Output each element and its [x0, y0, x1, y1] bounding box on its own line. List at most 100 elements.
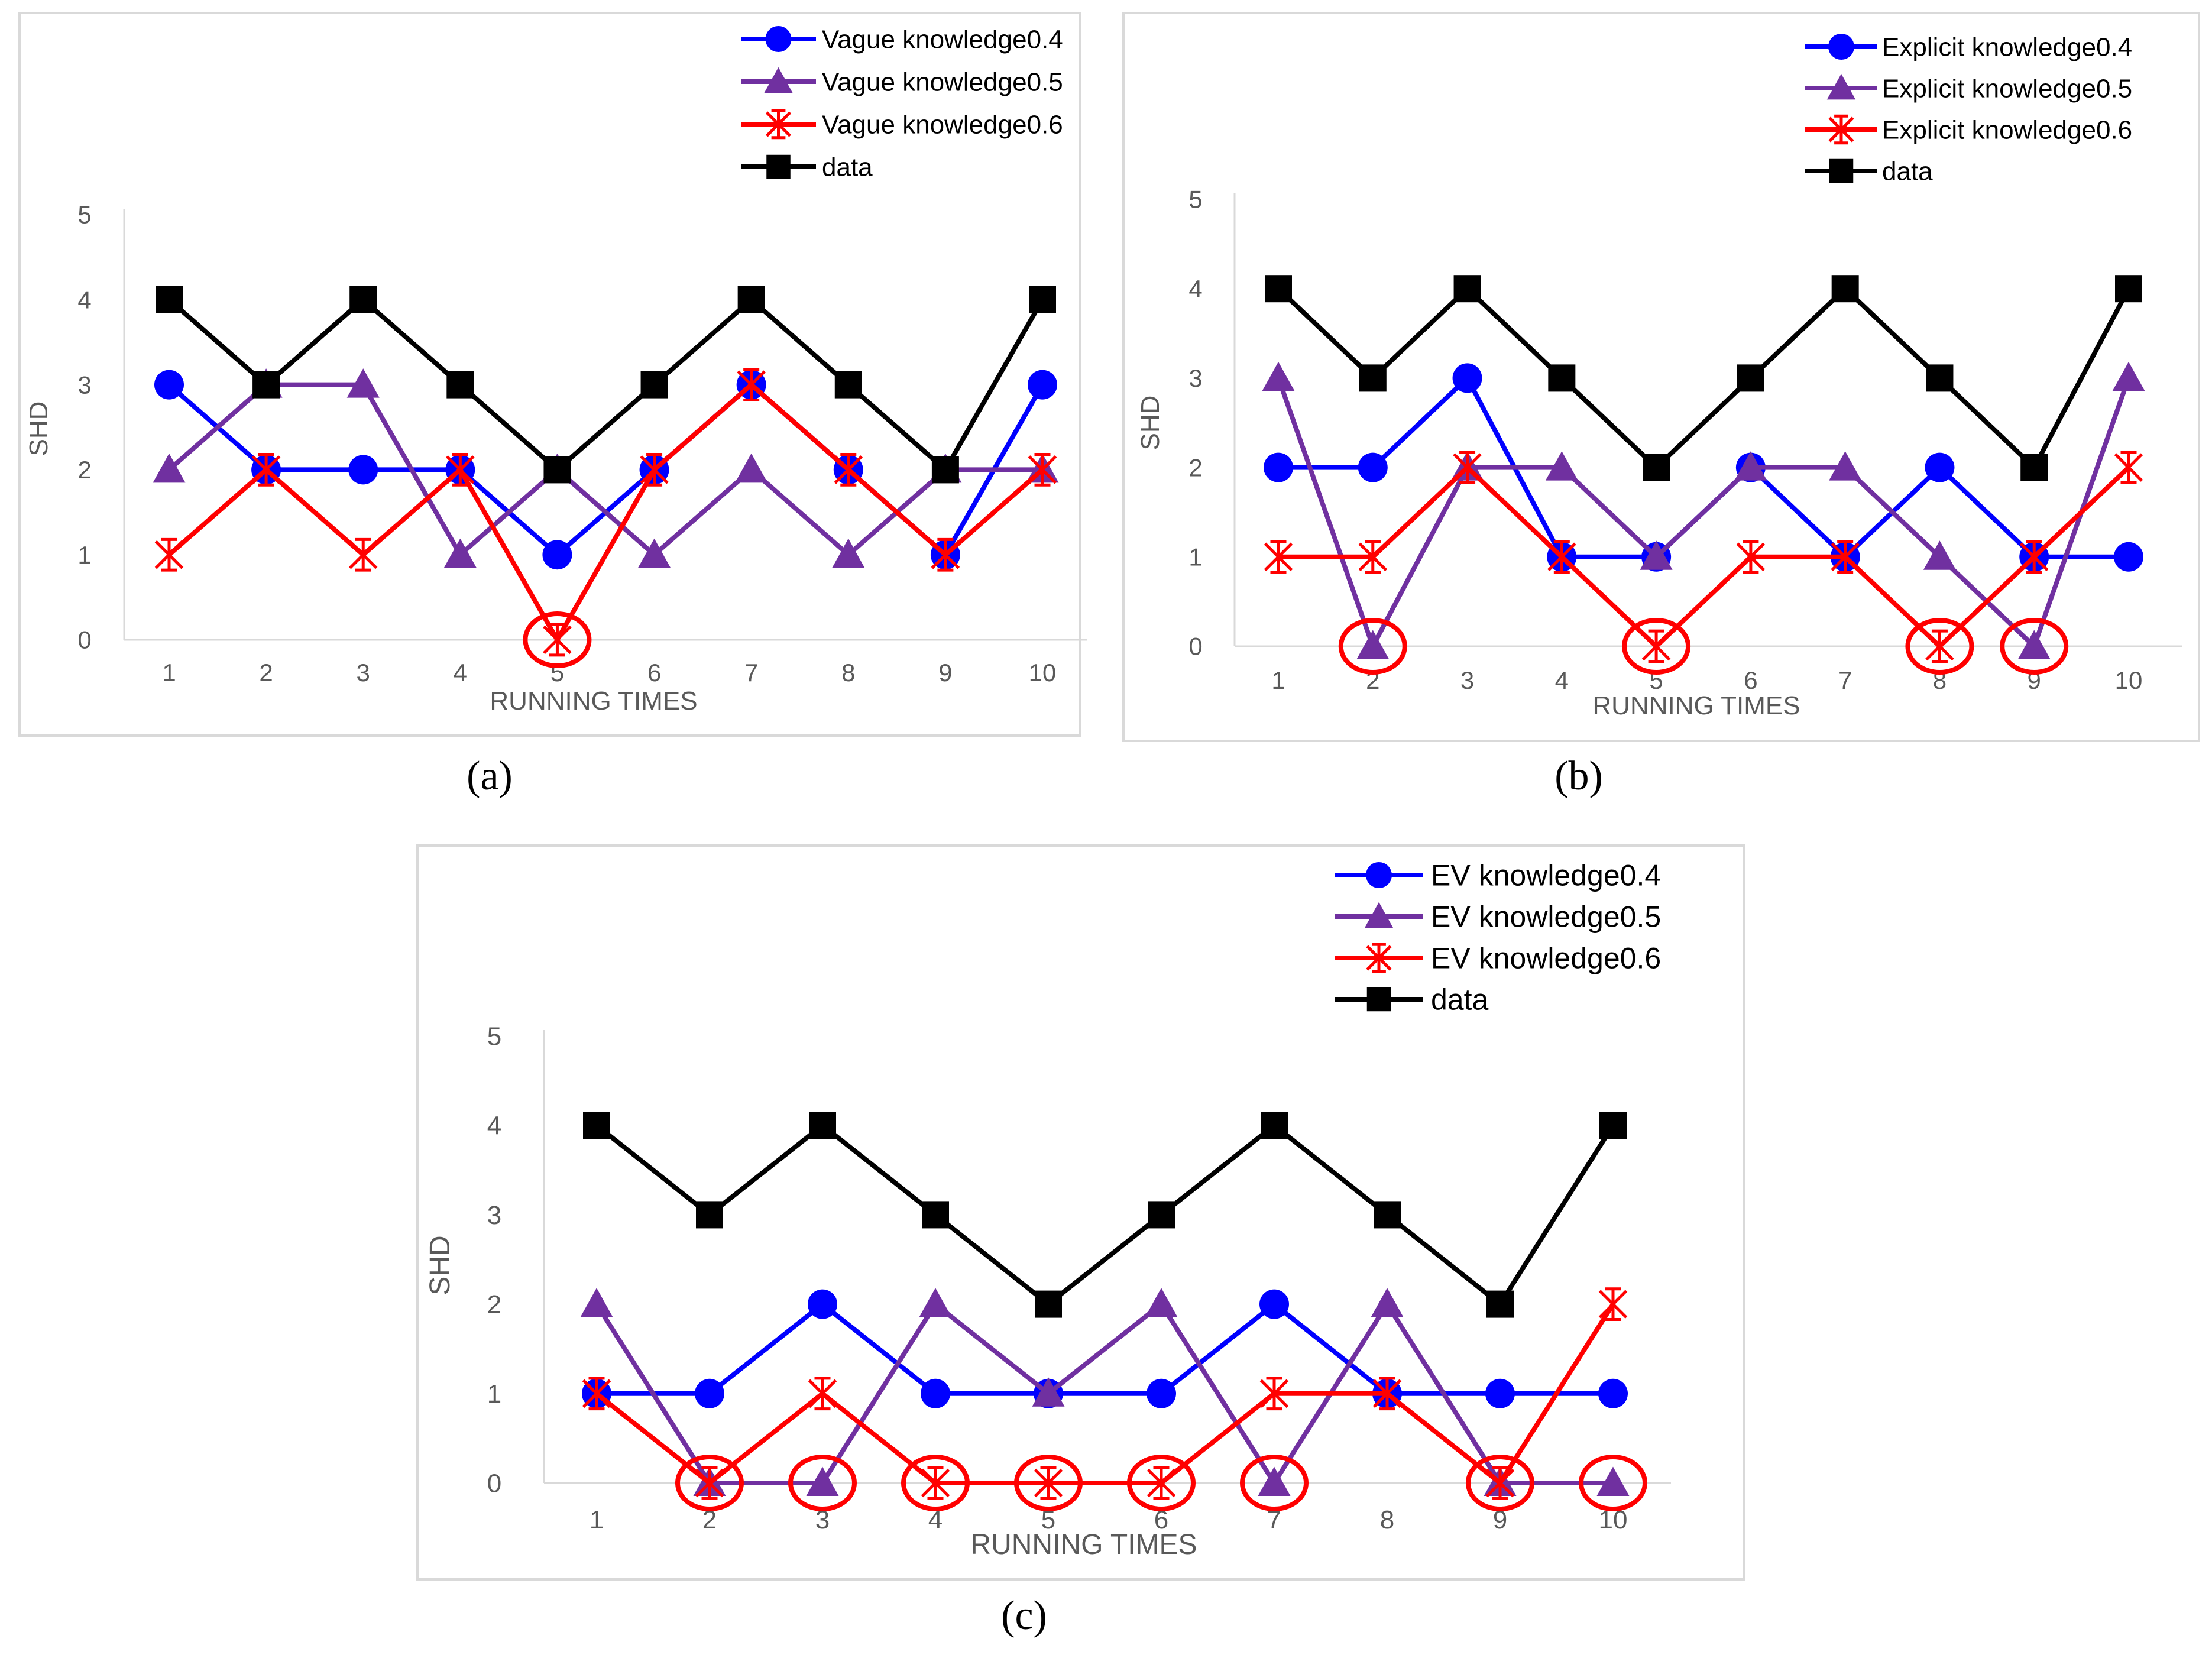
chart-caption: (c)	[1001, 1593, 1047, 1638]
highlight-circle	[2000, 618, 2069, 675]
data-point	[154, 537, 184, 572]
y-axis-title: SHD	[1136, 396, 1165, 451]
data-point	[1485, 1378, 1515, 1408]
series-line	[595, 1303, 1615, 1487]
highlight-circle	[523, 611, 592, 668]
x-tick-label: 4	[454, 659, 467, 686]
series-line	[167, 381, 1044, 645]
data-point	[1923, 540, 1956, 570]
x-tick-label: 1	[1271, 666, 1285, 694]
series-data	[156, 286, 1056, 484]
data-point	[737, 368, 766, 401]
legend-marker	[1366, 943, 1392, 973]
data-point	[1641, 629, 1671, 663]
data-point	[1148, 1201, 1175, 1229]
data-point	[1265, 275, 1292, 303]
data-point	[1598, 1378, 1628, 1408]
data-point	[2112, 361, 2145, 391]
data-point	[1485, 1466, 1515, 1500]
data-point	[446, 371, 474, 399]
highlight-circle	[675, 1455, 744, 1511]
legend-item: Vague knowledge0.6	[741, 109, 1063, 139]
data-point	[834, 453, 863, 487]
y-tick-label: 3	[487, 1201, 501, 1230]
data-point	[346, 368, 380, 398]
highlight-circle	[788, 1455, 857, 1511]
legend-marker	[1828, 34, 1854, 60]
y-tick-label: 1	[77, 541, 91, 569]
y-tick-label: 3	[1188, 364, 1202, 392]
data-point	[1147, 1466, 1176, 1500]
legend-label: data	[1431, 983, 1489, 1016]
data-point	[1640, 540, 1673, 570]
x-tick-label: 9	[938, 659, 952, 686]
series-line	[1278, 464, 2130, 650]
data-point	[1264, 452, 1293, 482]
legend-marker	[764, 67, 793, 93]
x-tick-label: 5	[550, 659, 564, 686]
data-point	[154, 370, 184, 400]
data-point	[446, 453, 475, 487]
legend-item: Vague knowledge0.4	[741, 25, 1063, 54]
data-point	[582, 1377, 611, 1411]
x-tick-label: 10	[2115, 666, 2143, 694]
data-point	[1599, 1112, 1627, 1139]
legend-marker	[1829, 158, 1854, 183]
y-tick-label: 2	[1188, 454, 1202, 481]
highlight-circle	[1579, 1455, 1647, 1511]
data-point	[1547, 540, 1576, 574]
series-line	[595, 1122, 1615, 1308]
y-tick-label: 2	[487, 1290, 501, 1319]
series-vague-knowledge0.6	[154, 368, 1057, 657]
x-axis-title: RUNNING TIMES	[490, 686, 697, 715]
data-point	[348, 455, 378, 485]
x-tick-label: 3	[357, 659, 370, 686]
series-line	[594, 1300, 1613, 1488]
data-point	[1358, 452, 1388, 482]
data-point	[580, 1288, 613, 1317]
series-ev-knowledge0.6	[582, 1287, 1628, 1500]
y-tick-label: 5	[77, 201, 91, 229]
data-point	[931, 456, 959, 484]
data-point	[638, 538, 671, 568]
data-point	[809, 1112, 836, 1139]
legend-label: Explicit knowledge0.4	[1882, 33, 2132, 61]
data-point	[1035, 1290, 1062, 1318]
data-point	[1359, 364, 1387, 392]
data-point	[1262, 361, 1295, 391]
highlight-circle	[1905, 618, 1974, 675]
data-point	[695, 1378, 724, 1408]
data-point	[1258, 1466, 1291, 1496]
data-point	[1034, 1466, 1063, 1500]
legend-label: EV knowledge0.5	[1431, 901, 1661, 934]
data-point	[1737, 364, 1764, 392]
legend-label: Explicit knowledge0.5	[1882, 74, 2132, 103]
data-point	[1261, 1112, 1288, 1139]
x-tick-label: 6	[647, 659, 661, 686]
legend-label: Vague knowledge0.5	[822, 67, 1063, 96]
y-tick-label: 4	[487, 1112, 501, 1141]
legend-label: Explicit knowledge0.6	[1882, 115, 2132, 144]
data-point	[1829, 451, 1862, 481]
data-point	[251, 453, 281, 487]
data-point	[640, 371, 668, 399]
x-tick-label: 10	[1029, 659, 1057, 686]
series-explicit-knowledge0.6	[1264, 451, 2143, 663]
data-point	[1925, 452, 1955, 482]
data-point	[583, 1112, 610, 1139]
legend-item: EV knowledge0.4	[1335, 859, 1661, 892]
legend-item: Vague knowledge0.5	[741, 67, 1063, 96]
legend-marker	[765, 26, 792, 52]
data-point	[696, 1201, 723, 1229]
data-point	[806, 1466, 839, 1496]
y-tick-label: 1	[487, 1379, 501, 1408]
data-point	[808, 1377, 837, 1411]
data-point	[1453, 451, 1482, 484]
data-point	[1736, 540, 1766, 574]
data-point	[640, 453, 669, 487]
data-point	[1264, 540, 1293, 574]
chart-1: 0 1 2 3 4 5 1 2 3 4 5 6 7 8 9 10 RUNNING TIMES SHD Vague k…	[18, 12, 1087, 737]
legend-item: EV knowledge0.6	[1335, 942, 1661, 975]
highlight-circle	[1466, 1455, 1534, 1511]
data-point	[735, 453, 768, 483]
